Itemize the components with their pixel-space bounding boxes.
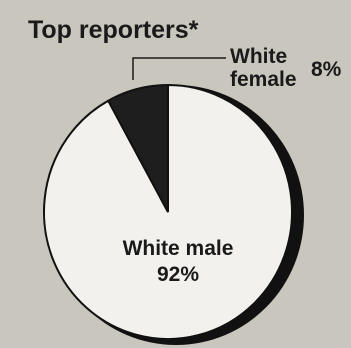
pie-slices — [43, 83, 293, 340]
slice-label-white-male: White male — [123, 237, 234, 260]
slice-label-white-female-line2: female — [230, 68, 297, 91]
leader-line — [132, 57, 226, 80]
slice-value-white-female: 8% — [311, 58, 342, 81]
slice-label-white-female-line1: White — [230, 45, 287, 68]
slice-value-white-male: 92% — [157, 263, 199, 286]
slice-label-white-female: White female — [230, 45, 297, 91]
pie-slice-white-female — [106, 83, 169, 213]
chart-title: Top reporters* — [28, 16, 199, 44]
